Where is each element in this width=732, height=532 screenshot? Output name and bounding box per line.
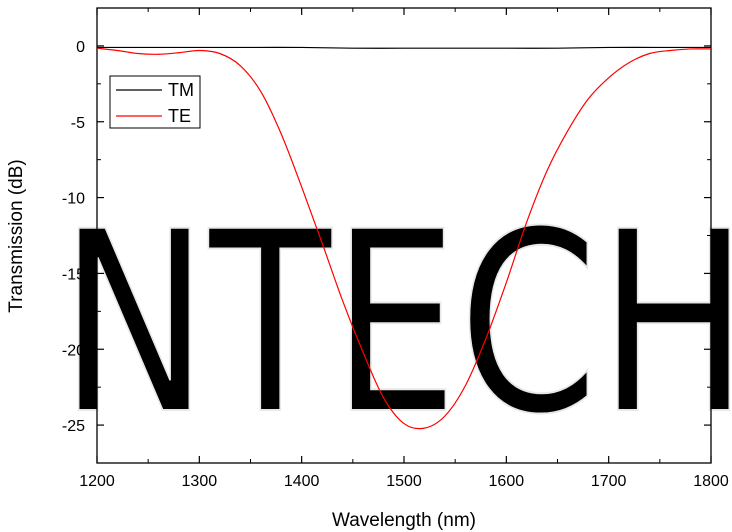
series-line-tm [97, 46, 711, 49]
x-tick-label: 1400 [284, 473, 320, 490]
y-tick-label: -5 [71, 115, 85, 132]
x-tick-label: 1300 [182, 473, 218, 490]
legend-box [109, 75, 201, 129]
legend-label-tm: TM [168, 80, 194, 100]
x-tick-label: 1200 [79, 473, 115, 490]
y-axis-label: Transmission (dB) [6, 159, 27, 312]
x-tick-label: 1700 [591, 473, 627, 490]
legend: TM TE [109, 75, 201, 129]
y-tick-label: -10 [62, 191, 85, 208]
x-tick-label: 1600 [489, 473, 525, 490]
watermark: NTECH [58, 177, 732, 470]
y-axis: 0 -5 -10 -15 -20 -25 [62, 7, 711, 464]
y-tick-label: 0 [76, 39, 85, 56]
x-axis-label: Wavelength (nm) [332, 510, 476, 531]
legend-label-te: TE [168, 106, 191, 126]
y-tick-label: -20 [62, 342, 85, 359]
x-tick-label: 1800 [693, 473, 729, 490]
x-axis: 1200 1300 1400 1500 1600 1700 1800 [79, 8, 729, 490]
x-tick-label: 1500 [386, 473, 422, 490]
y-tick-label: -25 [62, 418, 85, 435]
series-lines [96, 46, 712, 430]
series-line-te [96, 47, 712, 430]
y-tick-label: -15 [62, 266, 85, 283]
watermark-text: NTECH [59, 178, 732, 469]
